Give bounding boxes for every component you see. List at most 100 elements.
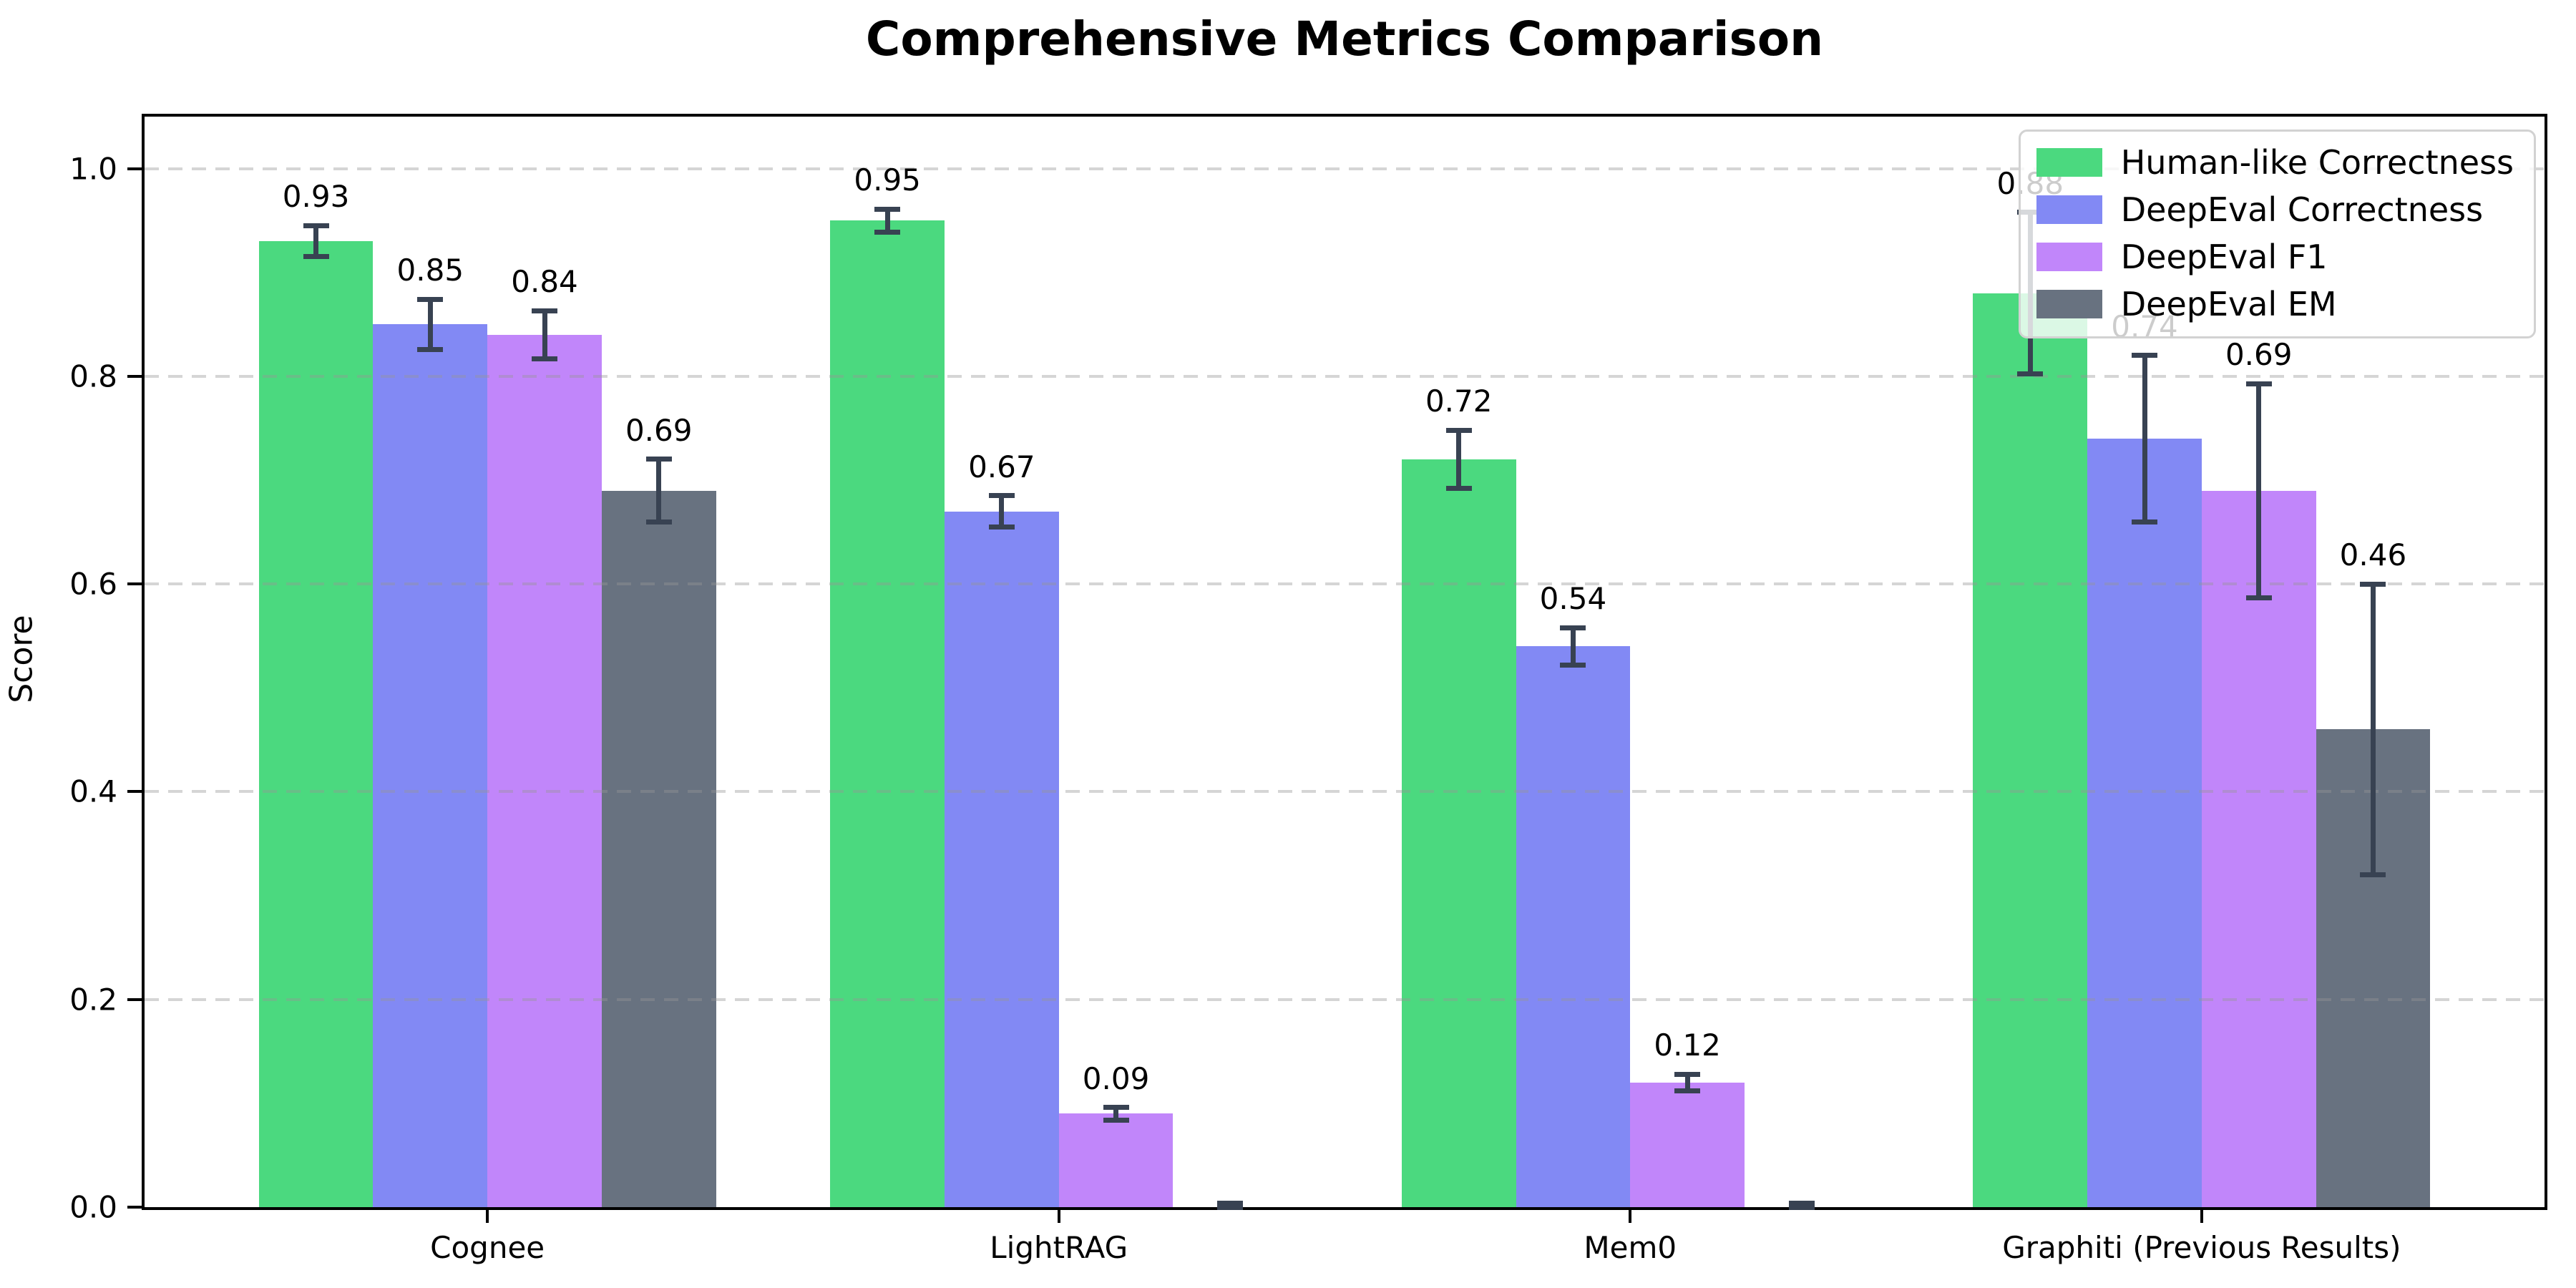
gridline (145, 997, 2545, 1001)
bar-value-label: 0.84 (511, 264, 578, 300)
error-bar-cap-bottom (645, 519, 672, 525)
legend-item: DeepEval F1 (2036, 238, 2514, 276)
error-bar-cap-bottom (988, 524, 1015, 530)
gridline (145, 374, 2545, 378)
error-bar-cap-bottom (1103, 1117, 1129, 1123)
x-tick-mark (2200, 1210, 2203, 1223)
bar (258, 241, 374, 1207)
error-bar-cap-top (417, 296, 444, 302)
bar (1401, 459, 1516, 1207)
error-bar-cap-top (2360, 581, 2386, 587)
x-tick-label: LightRAG (990, 1230, 1128, 1265)
error-bar-cap-bottom (874, 229, 901, 235)
bar-value-label: 0.54 (1539, 581, 1607, 617)
legend-label: DeepEval EM (2120, 285, 2337, 323)
y-tick-label: 0.8 (69, 358, 117, 394)
error-bar-line (1113, 1107, 1119, 1121)
bar-value-label: 0.12 (1654, 1028, 1721, 1063)
x-tick-mark (486, 1210, 489, 1223)
legend-swatch (2036, 243, 2102, 271)
bar-value-label: 0.67 (968, 449, 1035, 484)
bar (601, 490, 716, 1207)
x-tick-label: Graphiti (Previous Results) (2002, 1230, 2401, 1265)
bar-value-label: 0.93 (282, 179, 350, 215)
error-bar-line (884, 209, 890, 233)
bar-value-label: 0.46 (2339, 537, 2407, 573)
legend-swatch (2036, 290, 2102, 318)
error-bar-cap-top (1217, 1200, 1244, 1206)
y-tick-mark (127, 997, 142, 1001)
error-bar-cap-top (2245, 381, 2272, 386)
bar-value-label: 0.72 (1425, 384, 1493, 419)
legend: Human-like Correctness DeepEval Correctne… (2018, 130, 2536, 338)
y-tick-mark (127, 790, 142, 794)
error-bar-cap-bottom (2360, 872, 2386, 878)
x-tick-label: Cognee (430, 1230, 545, 1265)
error-bar-line (1570, 628, 1576, 665)
y-tick-mark (127, 374, 142, 378)
bar (1516, 646, 1631, 1207)
error-bar-line (999, 495, 1005, 527)
error-bar-cap-top (645, 457, 672, 462)
plot-area: 0.930.950.720.880.850.670.540.740.840.09… (142, 114, 2547, 1210)
bar-value-label: 0.95 (854, 162, 921, 198)
legend-item: DeepEval Correctness (2036, 190, 2514, 229)
error-bar-line (1684, 1074, 1690, 1091)
gridline (145, 582, 2545, 586)
error-bar-line (2256, 384, 2262, 598)
bar (2201, 490, 2316, 1207)
y-tick-label: 1.0 (69, 151, 117, 187)
error-bar-cap-bottom (1445, 486, 1472, 492)
error-bar-line (656, 459, 662, 522)
y-tick-label: 0.2 (69, 982, 117, 1018)
legend-item: DeepEval EM (2036, 285, 2514, 323)
error-bar-cap-bottom (303, 254, 329, 260)
error-bar-cap-bottom (1217, 1204, 1244, 1210)
bar-value-label: 0.85 (396, 253, 464, 288)
error-bar-cap-bottom (2245, 595, 2272, 600)
y-axis-label: Score (3, 615, 40, 703)
legend-label: DeepEval F1 (2120, 238, 2328, 276)
bar (830, 220, 945, 1207)
bar (487, 334, 602, 1207)
error-bar-cap-bottom (417, 346, 444, 352)
gridline (145, 167, 2545, 170)
error-bar-cap-top (1674, 1071, 1701, 1077)
error-bar-cap-bottom (2017, 371, 2044, 377)
y-tick-mark (127, 167, 142, 170)
error-bar-line (427, 299, 433, 350)
bar-value-label: 0.69 (625, 412, 693, 448)
error-bar-line (1456, 430, 1462, 489)
bar-value-label: 0.69 (2225, 337, 2293, 373)
bar (945, 511, 1059, 1207)
legend-item: Human-like Correctness (2036, 143, 2514, 182)
bar (1973, 293, 2088, 1207)
error-bar-cap-top (2132, 353, 2157, 358)
error-bar-cap-bottom (2132, 519, 2157, 525)
error-bar-cap-top (1103, 1105, 1129, 1111)
x-tick-mark (1057, 1210, 1060, 1223)
error-bar-cap-bottom (1560, 662, 1586, 668)
legend-label: DeepEval Correctness (2120, 190, 2484, 229)
legend-swatch (2036, 195, 2102, 224)
error-bar-cap-top (1445, 427, 1472, 433)
legend-swatch (2036, 148, 2102, 177)
error-bar-line (2370, 584, 2376, 875)
error-bar-cap-bottom (1788, 1204, 1815, 1210)
gridline (145, 790, 2545, 794)
legend-label: Human-like Correctness (2120, 143, 2514, 182)
y-tick-label: 0.6 (69, 566, 117, 602)
y-tick-mark (127, 1206, 142, 1209)
error-bar-cap-top (874, 206, 901, 212)
bar (2087, 438, 2202, 1207)
bar (1630, 1082, 1745, 1207)
error-bar-cap-top (988, 493, 1015, 499)
error-bar-cap-top (1788, 1200, 1815, 1206)
error-bar-cap-top (532, 308, 557, 313)
x-tick-mark (1629, 1210, 1632, 1223)
error-bar-line (2142, 355, 2147, 522)
y-tick-label: 0.4 (69, 774, 117, 809)
error-bar-cap-top (1560, 625, 1586, 630)
error-bar-line (313, 225, 319, 257)
bar (373, 324, 488, 1207)
